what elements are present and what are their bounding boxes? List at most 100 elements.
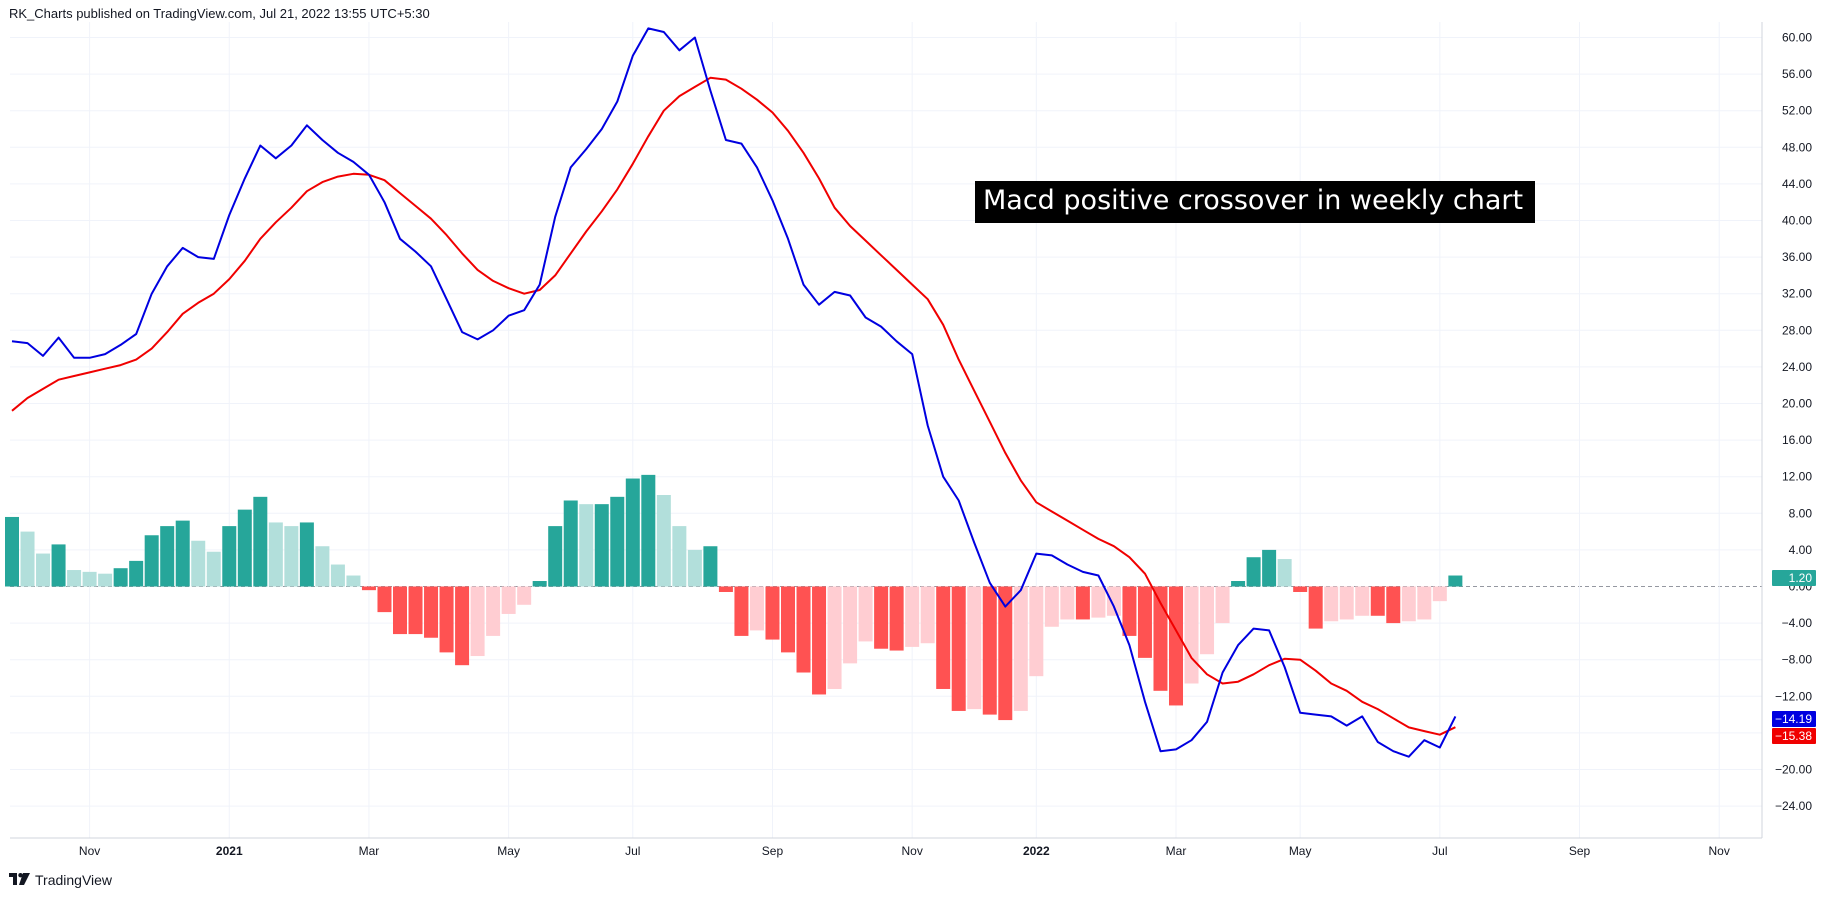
x-tick-label: Jul — [625, 844, 640, 858]
histogram-bar — [874, 586, 889, 649]
histogram-bar — [625, 478, 640, 587]
histogram-bar — [175, 520, 190, 587]
histogram-bar — [781, 586, 795, 653]
last-value-label: −14.19 — [1772, 711, 1816, 727]
histogram-bar — [563, 500, 578, 587]
histogram-bar — [1044, 586, 1059, 627]
y-tick-label: 4.00 — [1789, 543, 1813, 557]
histogram-bar — [594, 504, 609, 587]
histogram-bar — [486, 586, 501, 636]
histogram-bar — [1169, 586, 1183, 706]
x-tick-label: Jul — [1432, 844, 1447, 858]
histogram-bar — [920, 586, 935, 644]
histogram-bar — [439, 586, 454, 653]
histogram-bar — [517, 586, 532, 605]
histogram-bar — [98, 573, 113, 587]
y-tick-label: 48.00 — [1782, 140, 1812, 154]
y-tick-label: −8.00 — [1782, 653, 1813, 667]
histogram-bar — [672, 526, 687, 587]
last-value-text: 1.20 — [1789, 571, 1813, 585]
histogram-bar — [1432, 586, 1447, 602]
x-tick-label: Nov — [1709, 844, 1730, 858]
histogram-bar — [129, 560, 144, 587]
last-value-labels: 1.20 −14.19 −15.38 — [1772, 570, 1816, 744]
histogram-bar — [998, 586, 1013, 721]
histogram-bar — [610, 496, 625, 587]
histogram-bar — [843, 586, 858, 664]
y-tick-label: 8.00 — [1789, 506, 1813, 520]
histogram-bar — [1091, 586, 1106, 618]
x-tick-label: 2021 — [216, 844, 243, 858]
histogram-bar — [1324, 586, 1339, 622]
histogram-bar — [1137, 586, 1152, 658]
histogram-bar — [1355, 586, 1370, 616]
histogram-bar — [718, 586, 733, 592]
y-tick-label: 24.00 — [1782, 360, 1812, 374]
histogram-bar — [1153, 586, 1168, 691]
last-value-box — [1772, 570, 1816, 586]
histogram-bar — [1401, 586, 1416, 622]
histogram-bar — [1184, 586, 1199, 684]
histogram-bar — [51, 544, 66, 587]
histogram-bar — [20, 531, 35, 587]
y-tick-label: −24.00 — [1775, 799, 1812, 813]
last-value-label: −15.38 — [1772, 728, 1816, 744]
y-tick-label: 52.00 — [1782, 104, 1812, 118]
histogram-bar — [967, 586, 982, 710]
histogram-bar — [36, 553, 51, 587]
histogram-bar — [470, 586, 485, 657]
y-tick-label: −20.00 — [1775, 763, 1812, 777]
histogram-bar — [346, 575, 361, 587]
y-tick-label: 28.00 — [1782, 323, 1812, 337]
footer-brand[interactable]: TradingView — [9, 872, 112, 888]
histogram-bar — [765, 586, 780, 640]
histogram-bar — [548, 526, 563, 587]
histogram-bar — [237, 509, 252, 587]
last-value-box — [1772, 728, 1816, 744]
annotation-text-box[interactable]: Macd positive crossover in weekly chart — [975, 181, 1536, 223]
histogram-bar — [1308, 586, 1323, 629]
histogram-bar — [687, 549, 702, 587]
histogram-bar — [641, 474, 656, 587]
histogram-bar — [1370, 586, 1385, 616]
histogram-bar — [1293, 586, 1308, 592]
y-tick-label: −4.00 — [1782, 616, 1813, 630]
x-tick-label: Sep — [1569, 844, 1591, 858]
y-tick-label: 44.00 — [1782, 177, 1812, 191]
y-tick-label: 20.00 — [1782, 397, 1812, 411]
histogram-bar — [982, 586, 997, 715]
histogram-bar — [1277, 559, 1292, 587]
x-tick-label: Nov — [79, 844, 100, 858]
macd-line — [11, 27, 1457, 758]
histogram-bar — [408, 586, 423, 635]
histogram-bar — [393, 586, 407, 635]
histogram-bar — [253, 496, 268, 587]
histogram-bar — [1215, 586, 1230, 624]
histogram-bar — [330, 564, 345, 587]
last-value-box — [1772, 711, 1816, 727]
histogram-bar — [1106, 586, 1121, 616]
histogram-bar — [113, 568, 128, 587]
y-tick-label: 60.00 — [1782, 31, 1812, 45]
x-tick-label: Nov — [901, 844, 922, 858]
histogram-bar — [951, 586, 966, 711]
histogram-bar — [315, 546, 330, 587]
histogram-bar — [5, 516, 19, 587]
histogram-bar — [889, 586, 904, 651]
chart-grid — [10, 22, 1763, 839]
histogram-bar — [1231, 581, 1246, 587]
histogram-bar — [206, 551, 221, 587]
histogram-bar — [1246, 557, 1261, 587]
signal-line — [11, 76, 1456, 736]
histogram-bar — [361, 586, 376, 591]
histogram-bar — [1200, 586, 1215, 655]
histogram-bar — [1029, 586, 1044, 677]
histogram-bar — [827, 586, 842, 689]
histogram-bar — [579, 504, 594, 587]
histogram-bar — [1075, 586, 1090, 620]
histogram-bar — [1448, 575, 1463, 587]
histogram-bar — [905, 586, 920, 647]
histogram-bar — [284, 526, 299, 587]
last-value-text: −14.19 — [1775, 712, 1812, 726]
